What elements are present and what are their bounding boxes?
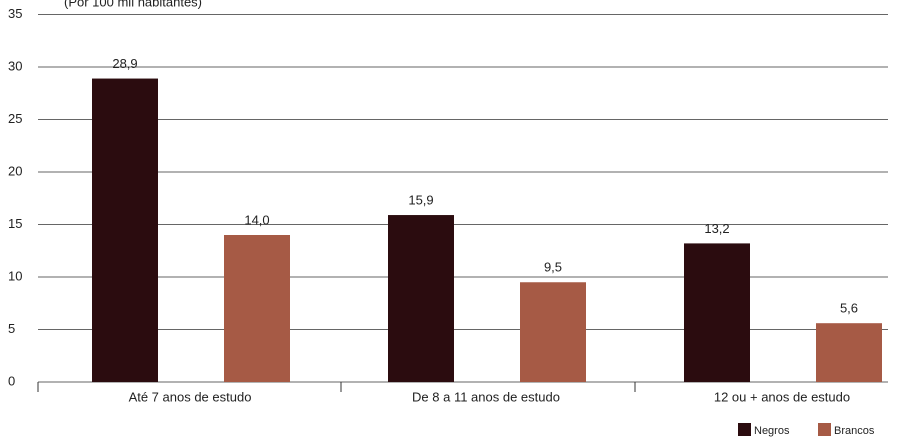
bar [92,78,158,383]
y-tick-label: 10 [8,268,22,283]
bar [684,243,750,382]
y-tick-label: 35 [8,6,22,21]
value-label: 9,5 [544,260,562,275]
value-label: 14,0 [244,212,269,227]
value-label: 15,9 [408,192,433,207]
bar [816,323,882,382]
x-tick-label: 12 ou + anos de estudo [714,389,850,404]
value-label: 28,9 [112,56,137,71]
x-tick-label: De 8 a 11 anos de estudo [412,389,560,404]
value-label: 13,2 [704,221,729,236]
y-tick-label: 25 [8,111,22,126]
value-label: 5,6 [840,301,858,316]
chart-subtitle: (Por 100 mil habitantes) [64,0,202,9]
bar [224,235,290,382]
legend-swatch [818,423,831,436]
x-tick-label: Até 7 anos de estudo [129,389,252,404]
bar [388,215,454,382]
y-tick-label: 15 [8,216,22,231]
y-tick-label: 20 [8,163,22,178]
legend-label: Negros [754,425,790,437]
legend-swatch [738,423,751,436]
y-tick-label: 30 [8,58,22,73]
bar [520,282,586,382]
legend-label: Brancos [834,425,875,437]
y-tick-label: 0 [8,373,15,388]
y-tick-label: 5 [8,321,15,336]
